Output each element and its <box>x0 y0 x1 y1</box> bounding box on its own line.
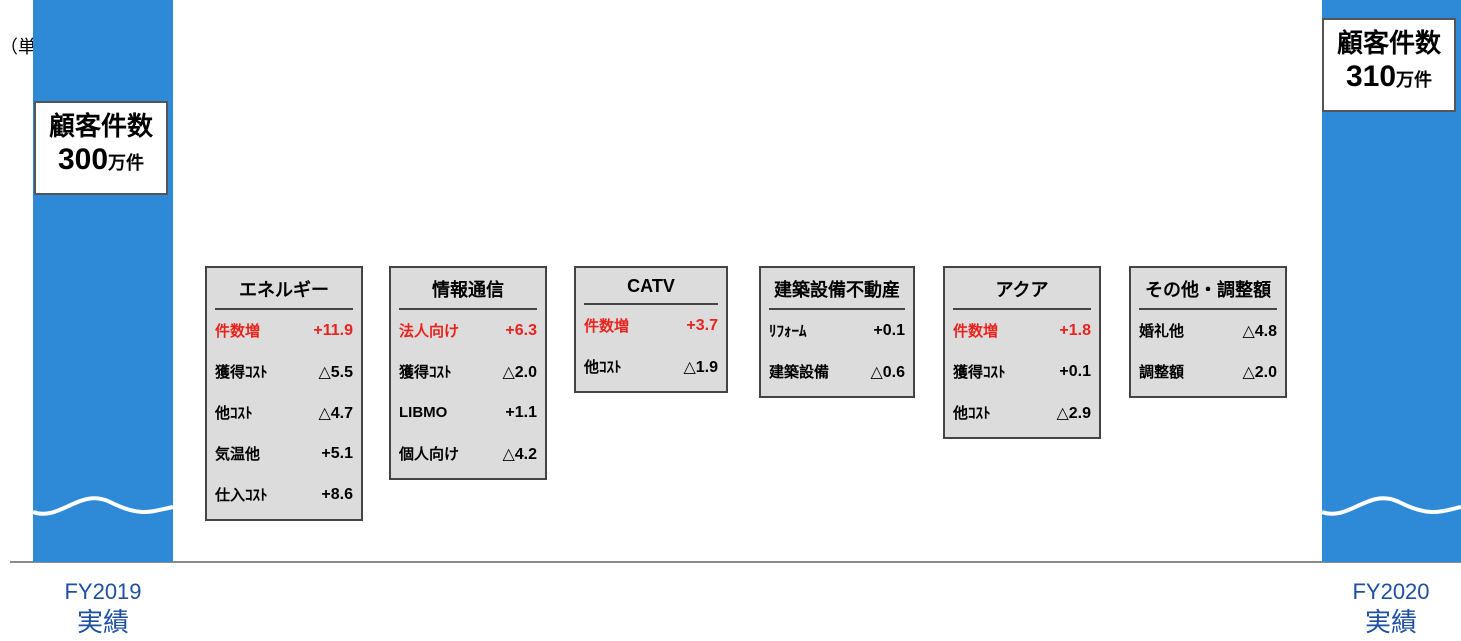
breakdown-row-value: +0.1 <box>1059 362 1091 380</box>
breakdown-row-value: +1.1 <box>505 403 537 421</box>
breakdown-row-value: △2.9 <box>1056 404 1091 422</box>
breakdown-row: ﾘﾌｫｰﾑ +0.1 <box>769 310 905 351</box>
breakdown-row: 件数増 +1.8 <box>953 310 1091 351</box>
breakdown-row-label: 婚礼他 <box>1139 323 1185 340</box>
year-label-start-year: FY2019 <box>64 579 142 604</box>
breakdown-row-label: 気温他 <box>215 446 261 463</box>
breakdown-box-4: アクア件数増 +1.8 獲得ｺｽﾄ +0.1 他ｺｽﾄ △2.9 <box>943 266 1101 439</box>
breakdown-row-label: 調整額 <box>1139 364 1185 381</box>
breakdown-row-label: 法人向け <box>399 323 460 340</box>
breakdown-row-label: 獲得ｺｽﾄ <box>399 364 452 381</box>
breakdown-row: 獲得ｺｽﾄ +0.1 <box>953 351 1091 392</box>
breakdown-row: 仕入ｺｽﾄ +8.6 <box>215 474 353 515</box>
breakdown-row-value: +1.8 <box>1059 321 1091 339</box>
breakdown-row-value: +11.9 <box>313 321 353 339</box>
breakdown-row: 件数増 +11.9 <box>215 310 353 351</box>
breakdown-row: 婚礼他 △4.8 <box>1139 310 1277 351</box>
year-label-start-kind: 実績 <box>76 607 129 637</box>
customer-box-end-count: 310 <box>1345 60 1397 93</box>
breakdown-row-value: +5.1 <box>321 444 353 462</box>
breakdown-row-value: △5.5 <box>318 363 353 381</box>
breakdown-row: 件数増 +3.7 <box>584 305 718 346</box>
breakdown-row-label: 件数増 <box>584 318 630 335</box>
customer-box-end: 顧客件数 310万件 <box>1322 18 1456 112</box>
breakdown-row-label: LIBMO <box>399 404 448 421</box>
breakdown-row-label: 件数増 <box>215 323 261 340</box>
breakdown-box-3-title: 建築設備不動産 <box>769 272 905 310</box>
customer-box-start-title: 顧客件数 <box>48 111 153 141</box>
year-label-end-year: FY2020 <box>1352 579 1430 604</box>
breakdown-row: 他ｺｽﾄ △4.7 <box>215 392 353 433</box>
customer-box-start-count: 300 <box>57 143 109 176</box>
breakdown-row: 獲得ｺｽﾄ △5.5 <box>215 351 353 392</box>
breakdown-row-label: 件数増 <box>953 323 999 340</box>
breakdown-box-0-title: エネルギー <box>215 272 353 310</box>
breakdown-row-label: 獲得ｺｽﾄ <box>953 364 1006 381</box>
breakdown-row: 他ｺｽﾄ △1.9 <box>584 346 718 387</box>
breakdown-box-3: 建築設備不動産 ﾘﾌｫｰﾑ +0.1 建築設備 △0.6 <box>759 266 915 398</box>
breakdown-row-value: △4.2 <box>502 445 537 463</box>
breakdown-row-value: △4.7 <box>318 404 353 422</box>
breakdown-row-value: △4.8 <box>1242 322 1277 340</box>
customer-box-end-title: 顧客件数 <box>1336 28 1441 58</box>
breakdown-row-value: △2.0 <box>1242 363 1277 381</box>
breakdown-row-value: +6.3 <box>505 321 537 339</box>
customer-box-end-unit: 万件 <box>1396 70 1433 90</box>
breakdown-row-label: 獲得ｺｽﾄ <box>215 364 268 381</box>
breakdown-box-5: その他・調整額婚礼他 △4.8 調整額 △2.0 <box>1129 266 1287 398</box>
breakdown-row: 個人向け △4.2 <box>399 433 537 474</box>
bar-start <box>33 0 173 562</box>
breakdown-box-0: エネルギー件数増 +11.9 獲得ｺｽﾄ △5.5 他ｺｽﾄ △4.7 気温他 +5.1 仕入ｺ… <box>205 266 363 521</box>
bar-end-break <box>1321 496 1461 516</box>
breakdown-box-2: CATV 件数増 +3.7 他ｺｽﾄ △1.9 <box>574 266 728 393</box>
breakdown-row-label: 仕入ｺｽﾄ <box>215 487 268 504</box>
breakdown-row: 法人向け +6.3 <box>399 310 537 351</box>
breakdown-row: 建築設備 △0.6 <box>769 351 905 392</box>
breakdown-row-label: ﾘﾌｫｰﾑ <box>769 323 807 340</box>
breakdown-row-label: 他ｺｽﾄ <box>584 359 622 376</box>
breakdown-row-value: △1.9 <box>683 358 718 376</box>
breakdown-row-value: +8.6 <box>321 485 353 503</box>
breakdown-box-2-title: CATV <box>584 272 718 305</box>
customer-box-start: 顧客件数 300万件 <box>34 101 168 195</box>
breakdown-row: 気温他 +5.1 <box>215 433 353 474</box>
breakdown-row-label: 他ｺｽﾄ <box>953 405 991 422</box>
breakdown-row: 獲得ｺｽﾄ △2.0 <box>399 351 537 392</box>
breakdown-box-1: 情報通信法人向け +6.3 獲得ｺｽﾄ △2.0 LIBMO +1.1 個人向け △4.2 <box>389 266 547 480</box>
year-label-end-kind: 実績 <box>1364 607 1417 637</box>
breakdown-box-4-title: アクア <box>953 272 1091 310</box>
breakdown-row: 他ｺｽﾄ △2.9 <box>953 392 1091 433</box>
breakdown-box-1-title: 情報通信 <box>399 272 537 310</box>
breakdown-row-label: 他ｺｽﾄ <box>215 405 253 422</box>
breakdown-row-value: △2.0 <box>502 363 537 381</box>
breakdown-row-value: +0.1 <box>873 321 905 339</box>
customer-box-start-unit: 万件 <box>108 153 145 173</box>
year-label-end: FY2020 実績 <box>1321 578 1461 638</box>
breakdown-row: 調整額 △2.0 <box>1139 351 1277 392</box>
bar-start-break <box>32 496 174 516</box>
breakdown-row: LIBMO +1.1 <box>399 392 537 433</box>
breakdown-row-label: 建築設備 <box>769 364 830 381</box>
breakdown-row-label: 個人向け <box>399 446 460 463</box>
breakdown-row-value: △0.6 <box>870 363 905 381</box>
year-label-start: FY2019 実績 <box>33 578 173 638</box>
breakdown-row-value: +3.7 <box>686 316 718 334</box>
breakdown-box-5-title: その他・調整額 <box>1139 272 1277 310</box>
